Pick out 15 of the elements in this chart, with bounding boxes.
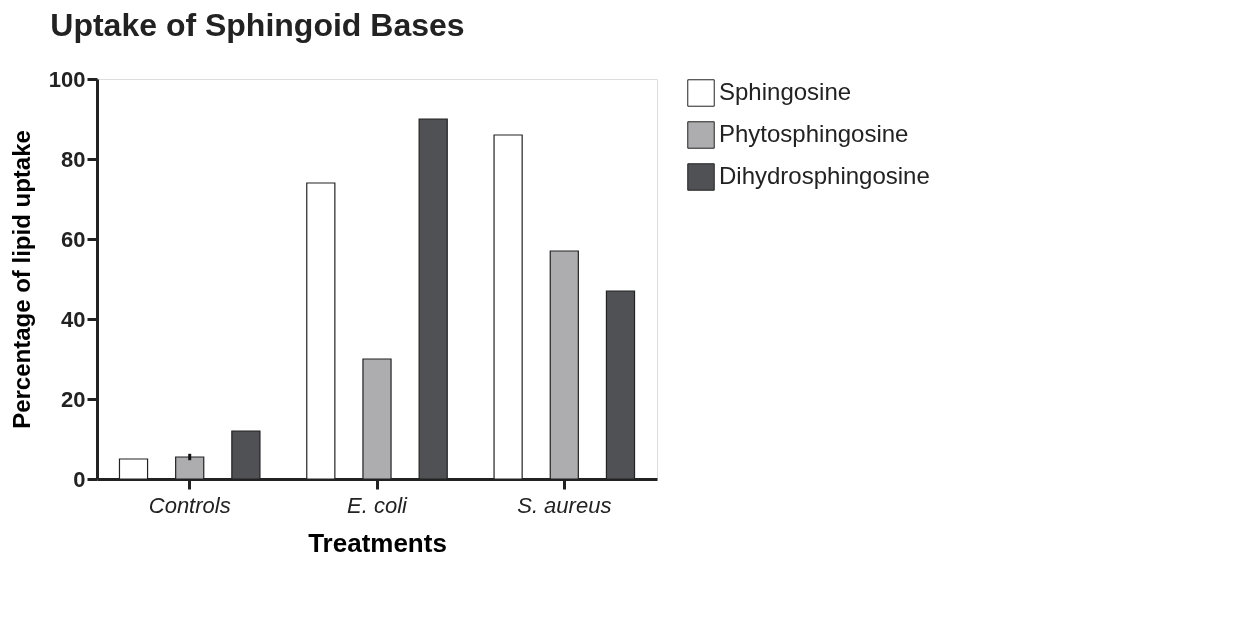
x-tick-label: S. aureus (517, 492, 612, 518)
y-tick-label: 100 (48, 66, 86, 92)
y-tick-label: 20 (61, 386, 86, 412)
legend-label: Phytosphingosine (719, 120, 909, 147)
legend-label: Dihydrosphingosine (719, 162, 930, 189)
legend-label: Sphingosine (719, 78, 852, 105)
y-tick-label: 0 (73, 466, 86, 492)
y-tick-label: 60 (61, 226, 86, 252)
x-tick-label: E. coli (347, 492, 409, 518)
x-axis-title: Treatments (308, 527, 447, 558)
chart-title: Uptake of Sphingoid Bases (50, 7, 465, 43)
y-tick-label: 80 (61, 146, 86, 172)
x-tick-label: Controls (148, 492, 231, 518)
y-axis-title: Percentage of lipid uptake (7, 130, 35, 429)
y-tick-label: 40 (61, 306, 86, 332)
